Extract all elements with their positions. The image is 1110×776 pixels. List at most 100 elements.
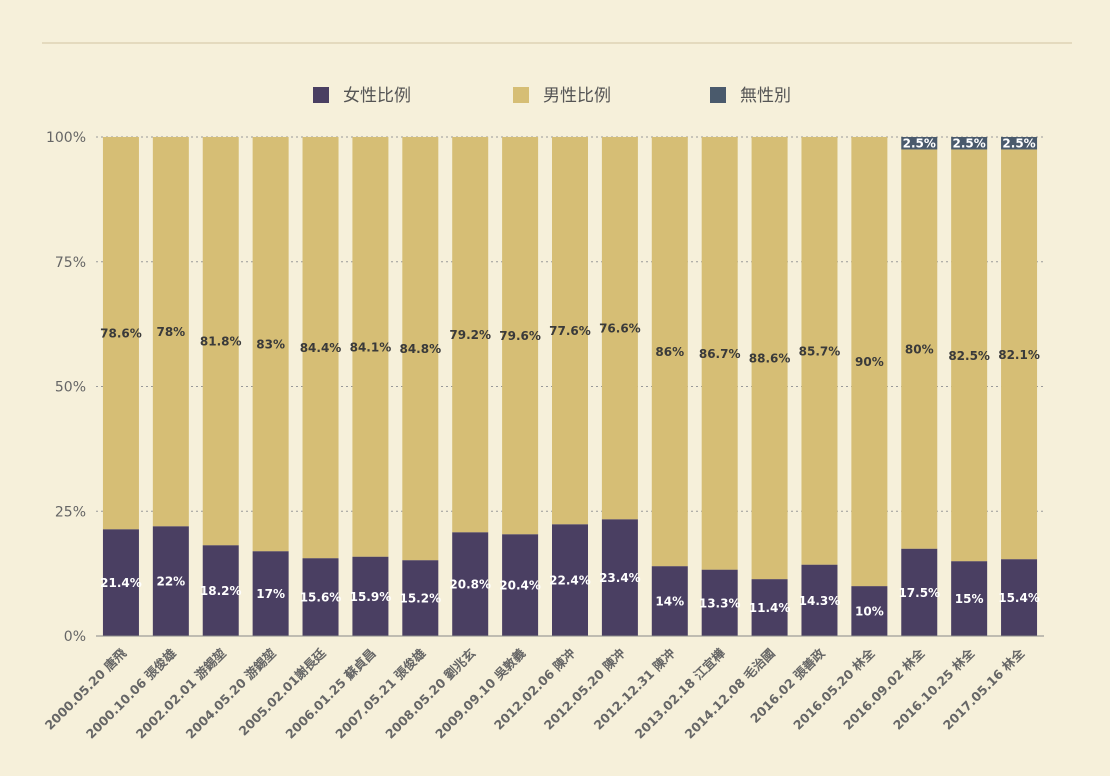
data-label-1-13: 88.6% (749, 352, 791, 366)
data-label-0-13: 11.4% (749, 601, 791, 615)
y-tick-label-0: 0% (64, 629, 86, 645)
bar-seg-1-6 (402, 137, 439, 561)
bar-seg-1-7 (452, 137, 489, 533)
x-tick-label-2: 2002.02.01 游錫堃 (133, 645, 229, 741)
bar-seg-0-15 (851, 586, 888, 636)
legend-swatch-1 (513, 87, 529, 103)
bar-seg-2-17 (951, 137, 988, 150)
data-label-0-16: 17.5% (898, 586, 940, 600)
y-tick-label-2: 50% (55, 380, 86, 396)
bar-seg-0-16 (901, 548, 938, 636)
bar-seg-1-2 (202, 137, 239, 546)
bar-seg-1-14 (801, 137, 838, 565)
data-label-1-18: 82.1% (998, 348, 1040, 362)
data-label-1-16: 80% (905, 343, 934, 357)
legend-label-2: 無性別 (740, 86, 791, 106)
data-label-1-3: 83% (256, 338, 285, 352)
data-label-0-3: 17% (256, 587, 285, 601)
bar-seg-0-12 (701, 569, 738, 636)
bars (102, 137, 1038, 636)
data-label-1-15: 90% (855, 355, 884, 369)
bar-seg-0-17 (951, 561, 988, 636)
data-label-2-18: 2.5% (1002, 137, 1035, 151)
bar-seg-1-16 (901, 149, 938, 549)
data-label-1-11: 86% (655, 345, 684, 359)
data-label-1-9: 77.6% (549, 324, 591, 338)
bar-seg-0-14 (801, 564, 838, 636)
bar-seg-1-8 (502, 137, 539, 535)
x-tick-label-7: 2008.05.20 劉兆玄 (382, 645, 478, 741)
bar-seg-1-17 (951, 149, 988, 562)
bar-seg-0-11 (651, 566, 688, 636)
data-label-1-2: 81.8% (200, 335, 242, 349)
data-label-1-5: 84.1% (350, 340, 392, 354)
bar-seg-0-3 (252, 551, 289, 636)
data-label-0-15: 10% (855, 605, 884, 619)
data-label-1-14: 85.7% (799, 344, 841, 358)
bar-seg-0-9 (552, 524, 588, 636)
data-label-0-4: 15.6% (300, 591, 342, 605)
x-tick-label-4: 2005.02.01謝長廷 (236, 645, 329, 738)
data-label-0-14: 14.3% (799, 594, 841, 608)
bar-seg-1-4 (302, 137, 339, 559)
x-tick-label-8: 2009.09.10 吳敦義 (432, 645, 528, 741)
data-label-0-7: 20.8% (449, 578, 491, 592)
bar-seg-0-2 (202, 545, 239, 636)
data-label-1-6: 84.8% (399, 342, 441, 356)
bar-seg-0-7 (452, 532, 489, 636)
data-label-1-4: 84.4% (300, 341, 342, 355)
data-label-1-17: 82.5% (948, 349, 990, 363)
legend-label-0: 女性比例 (343, 86, 411, 106)
data-label-2-16: 2.5% (903, 137, 936, 151)
data-label-0-2: 18.2% (200, 584, 242, 598)
data-label-0-18: 15.4% (998, 591, 1040, 605)
x-tick-label-0: 2000.05.20 唐飛 (42, 645, 130, 733)
bar-seg-0-10 (601, 519, 638, 636)
data-label-0-12: 13.3% (699, 596, 741, 610)
bar-seg-1-11 (651, 137, 688, 567)
bar-seg-2-18 (1001, 137, 1038, 150)
bar-seg-2-16 (901, 137, 938, 150)
y-tick-label-4: 100% (46, 130, 86, 146)
legend-swatch-2 (710, 87, 726, 103)
data-label-1-7: 79.2% (449, 328, 491, 342)
bar-seg-0-8 (502, 534, 539, 636)
bar-seg-0-13 (751, 579, 788, 636)
bar-seg-1-3 (252, 137, 289, 552)
bar-seg-1-15 (851, 137, 888, 587)
data-label-1-1: 78% (156, 325, 185, 339)
data-label-1-8: 79.6% (499, 329, 541, 343)
bar-seg-1-13 (751, 137, 788, 580)
data-label-1-12: 86.7% (699, 347, 741, 361)
bar-seg-1-10 (601, 137, 638, 520)
data-label-1-0: 78.6% (100, 327, 142, 341)
legend-label-1: 男性比例 (543, 86, 611, 106)
x-tick-label-13: 2014.12.08 毛治國 (682, 646, 778, 742)
data-label-0-10: 23.4% (599, 571, 641, 585)
bar-seg-1-1 (152, 137, 189, 527)
data-label-0-5: 15.9% (350, 590, 392, 604)
bar-seg-0-0 (102, 529, 139, 636)
bar-seg-0-5 (352, 556, 389, 636)
bar-seg-0-6 (402, 560, 439, 636)
x-tick-label-12: 2013.02.18 江宜樺 (632, 645, 728, 741)
data-label-0-11: 14% (655, 595, 684, 609)
data-label-0-1: 22% (156, 575, 185, 589)
y-tick-label-1: 25% (55, 504, 86, 520)
bar-seg-1-18 (1001, 149, 1038, 560)
data-label-0-0: 21.4% (100, 576, 142, 590)
bar-seg-1-0 (102, 137, 139, 530)
data-label-2-17: 2.5% (953, 137, 986, 151)
legend-swatch-0 (313, 87, 329, 103)
bar-seg-0-1 (152, 526, 189, 636)
data-label-0-8: 20.4% (499, 579, 541, 593)
bar-seg-1-12 (701, 137, 738, 570)
bar-seg-1-5 (352, 137, 389, 557)
y-axis: 0% 25% 50% 75% 100% (46, 130, 86, 645)
bar-seg-1-9 (552, 137, 588, 525)
data-label-0-9: 22.4% (549, 574, 591, 588)
legend: 女性比例 男性比例 無性別 (313, 86, 791, 106)
data-label-1-10: 76.6% (599, 322, 641, 336)
